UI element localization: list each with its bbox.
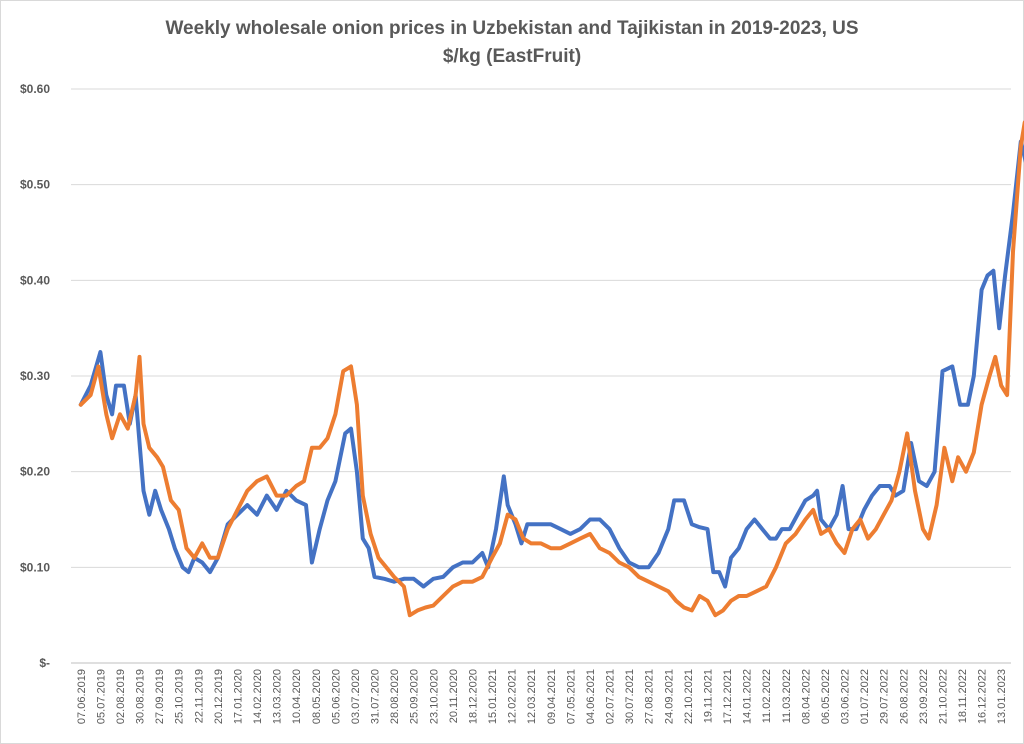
x-tick-label: 14.02.2020 xyxy=(252,669,264,724)
x-tick-label: 22.10.2021 xyxy=(683,669,695,724)
x-tick-label: 25.10.2019 xyxy=(174,669,186,724)
x-tick-label: 16.12.2022 xyxy=(977,669,989,724)
gridlines xyxy=(71,88,1011,568)
x-tick-label: 26.08.2022 xyxy=(898,669,910,724)
x-tick-label: 08.05.2020 xyxy=(311,669,323,724)
x-tick-label: 28.08.2020 xyxy=(389,669,401,724)
x-tick-label: 01.07.2022 xyxy=(859,669,871,724)
x-tick-label: 14.01.2022 xyxy=(742,669,754,724)
x-tick-label: 07.05.2021 xyxy=(565,669,577,724)
x-tick-label: 03.06.2022 xyxy=(840,669,852,724)
x-tick-label: 19.11.2021 xyxy=(702,669,714,723)
x-tick-label: 18.11.2022 xyxy=(957,669,969,723)
x-tick-label: 15.01.2021 xyxy=(487,669,499,724)
x-tick-label: 23.09.2022 xyxy=(918,669,930,724)
y-tick-label: $0.40 xyxy=(20,273,50,287)
x-tick-label: 31.07.2020 xyxy=(370,669,382,724)
x-tick-label: 20.12.2019 xyxy=(213,669,225,724)
x-tick-label: 05.07.2019 xyxy=(95,669,107,724)
y-tick-label: $0.50 xyxy=(20,178,50,192)
y-tick-label: $0.30 xyxy=(20,369,50,383)
x-tick-label: 25.09.2020 xyxy=(409,669,421,724)
x-tick-label: 10.04.2020 xyxy=(291,669,303,724)
x-tick-label: 30.07.2021 xyxy=(624,669,636,724)
x-tick-label: 11.02.2022 xyxy=(761,669,773,723)
x-tick-label: 18.12.2020 xyxy=(467,669,479,724)
x-tick-label: 17.01.2020 xyxy=(232,669,244,724)
x-tick-label: 02.08.2019 xyxy=(115,669,127,724)
x-tick-label: 08.04.2022 xyxy=(800,669,812,724)
y-tick-label: $0.10 xyxy=(20,560,50,574)
x-tick-label: 21.10.2022 xyxy=(937,669,949,724)
x-tick-label: 03.07.2020 xyxy=(350,669,362,724)
x-tick-label: 13.01.2023 xyxy=(996,669,1008,724)
series-line-2 xyxy=(78,120,1024,618)
x-tick-label: 27.09.2019 xyxy=(154,669,166,724)
x-tick-label: 22.11.2019 xyxy=(193,669,205,723)
x-tick-label: 11.03.2022 xyxy=(781,669,793,723)
x-tick-label: 30.08.2019 xyxy=(135,669,147,724)
series-line-1 xyxy=(78,139,1024,589)
x-tick-label: 04.06.2021 xyxy=(585,669,597,724)
x-tick-label: 05.06.2020 xyxy=(330,669,342,724)
y-tick-label: $0.60 xyxy=(20,82,50,96)
chart-title-line1: Weekly wholesale onion prices in Uzbekis… xyxy=(165,18,859,39)
x-tick-label: 23.10.2020 xyxy=(428,669,440,724)
x-tick-label: 27.08.2021 xyxy=(644,669,656,724)
x-tick-label: 24.09.2021 xyxy=(663,669,675,724)
x-tick-label: 02.07.2021 xyxy=(605,669,617,724)
y-tick-label: $0.20 xyxy=(20,465,50,479)
x-tick-label: 29.07.2022 xyxy=(879,669,891,724)
x-tick-label: 13.03.2020 xyxy=(272,669,284,724)
x-tick-label: 12.02.2021 xyxy=(507,669,519,724)
chart-title-line2: $/kg (EastFruit) xyxy=(442,46,582,67)
x-axis-ticks: 07.06.2019 05.07.2019 02.08.2019 30.08.2019… xyxy=(76,669,1008,724)
x-tick-label: 17.12.2021 xyxy=(722,669,734,724)
x-tick-label: 20.11.2020 xyxy=(448,669,460,723)
y-axis-ticks: $- $0.10 $0.20 $0.30 $0.40 $0.50 $0.60 xyxy=(20,82,50,670)
series-lines xyxy=(78,120,1024,618)
x-tick-label: 12.03.2021 xyxy=(526,669,538,724)
x-tick-label: 09.04.2021 xyxy=(546,669,558,724)
x-tick-label: 06.05.2022 xyxy=(820,669,832,724)
y-tick-label: $- xyxy=(39,656,50,670)
x-tick-label: 07.06.2019 xyxy=(76,669,88,724)
